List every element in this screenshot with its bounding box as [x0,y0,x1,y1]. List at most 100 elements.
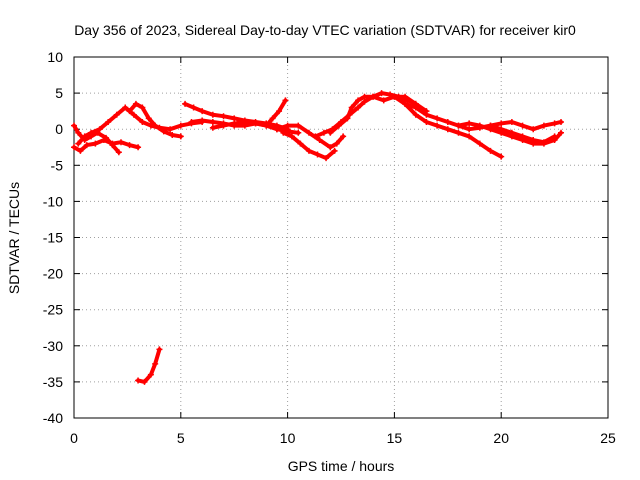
data-point [147,371,154,378]
data-point [139,104,146,111]
x-tick-label: 20 [493,430,509,446]
data-point [320,129,327,136]
data-point [444,126,451,133]
series-arc-a [71,137,142,154]
data-point [130,111,137,118]
data-point [412,111,419,118]
grid-lines [74,57,608,418]
data-point [380,97,387,104]
data-point [169,131,176,138]
data-point [434,122,441,129]
data-point [263,122,270,129]
data-point [71,122,77,129]
data-point [498,129,505,136]
data-point [476,122,483,129]
data-point [348,104,355,111]
data-point [508,118,515,125]
data-point [167,126,174,133]
data-point [444,118,451,125]
data-point [551,137,558,144]
x-tick-label: 0 [70,430,78,446]
data-point [77,147,84,154]
data-point [117,139,124,146]
data-point [273,126,280,133]
data-point [209,118,216,125]
data-point [152,122,159,129]
series-arc-h [280,129,338,162]
data-point [199,108,206,115]
data-point [188,118,195,125]
data-point [160,128,167,135]
data-point [109,142,116,149]
data-point [327,144,334,151]
tick-marks [73,56,609,419]
x-tick-label: 5 [177,430,185,446]
data-point [361,98,368,105]
y-tick-label: -35 [43,374,63,390]
series-arc-b [71,122,122,156]
data-point [284,122,291,129]
data-point [81,133,88,140]
data-point [75,140,82,147]
data-point [156,346,163,353]
data-point [103,134,110,141]
data-point [105,118,112,125]
data-point [530,126,537,133]
series-arc-g [209,97,289,131]
x-tick-label: 10 [280,430,296,446]
data-point [209,124,216,131]
data-point [323,155,330,162]
data-point [305,129,312,136]
data-point [113,111,120,118]
data-point [297,140,304,147]
y-tick-label: 5 [55,85,63,101]
data-point [423,118,430,125]
data-point [508,133,515,140]
data-point [126,108,133,115]
data-point [378,90,385,97]
data-point [391,93,398,100]
data-point [344,115,351,122]
data-point [199,117,206,124]
series-line [72,123,121,155]
data-point [276,108,283,115]
data-point [96,126,103,133]
y-tick-label: -25 [43,302,63,318]
data-point [190,104,197,111]
y-axis-label: SDTVAR / TECUs [6,182,22,294]
y-tick-label: -5 [51,157,64,173]
data-point [241,118,248,125]
data-point [314,151,321,158]
data-point [519,137,526,144]
data-point [295,129,302,136]
data-point [220,113,227,120]
data-point [412,104,419,111]
data-point [75,129,82,136]
data-point [335,122,342,129]
data-point [152,360,159,367]
data-point [135,144,142,151]
data-point [177,133,184,140]
data-point [402,100,409,107]
data-point [83,142,90,149]
tick-labels: 0 5 10 15 20 25 10 5 0 -5 -10 -15 -20 -25 -30 -35 -40 [43,49,616,446]
data-point [498,153,505,160]
data-point [252,120,259,127]
data-point [231,115,238,122]
data-point [333,140,340,147]
data-point [370,93,377,100]
data-point [558,118,565,125]
y-tick-label: 0 [55,121,63,137]
data-point [88,129,95,136]
data-point [434,115,441,122]
data-point [280,129,287,136]
data-point [402,93,409,100]
series-arc-d [126,100,184,140]
data-point [305,147,312,154]
data-point [316,137,323,144]
data-point [340,133,347,140]
data-point [269,115,276,122]
data-point [487,122,494,129]
data-point [312,133,319,140]
